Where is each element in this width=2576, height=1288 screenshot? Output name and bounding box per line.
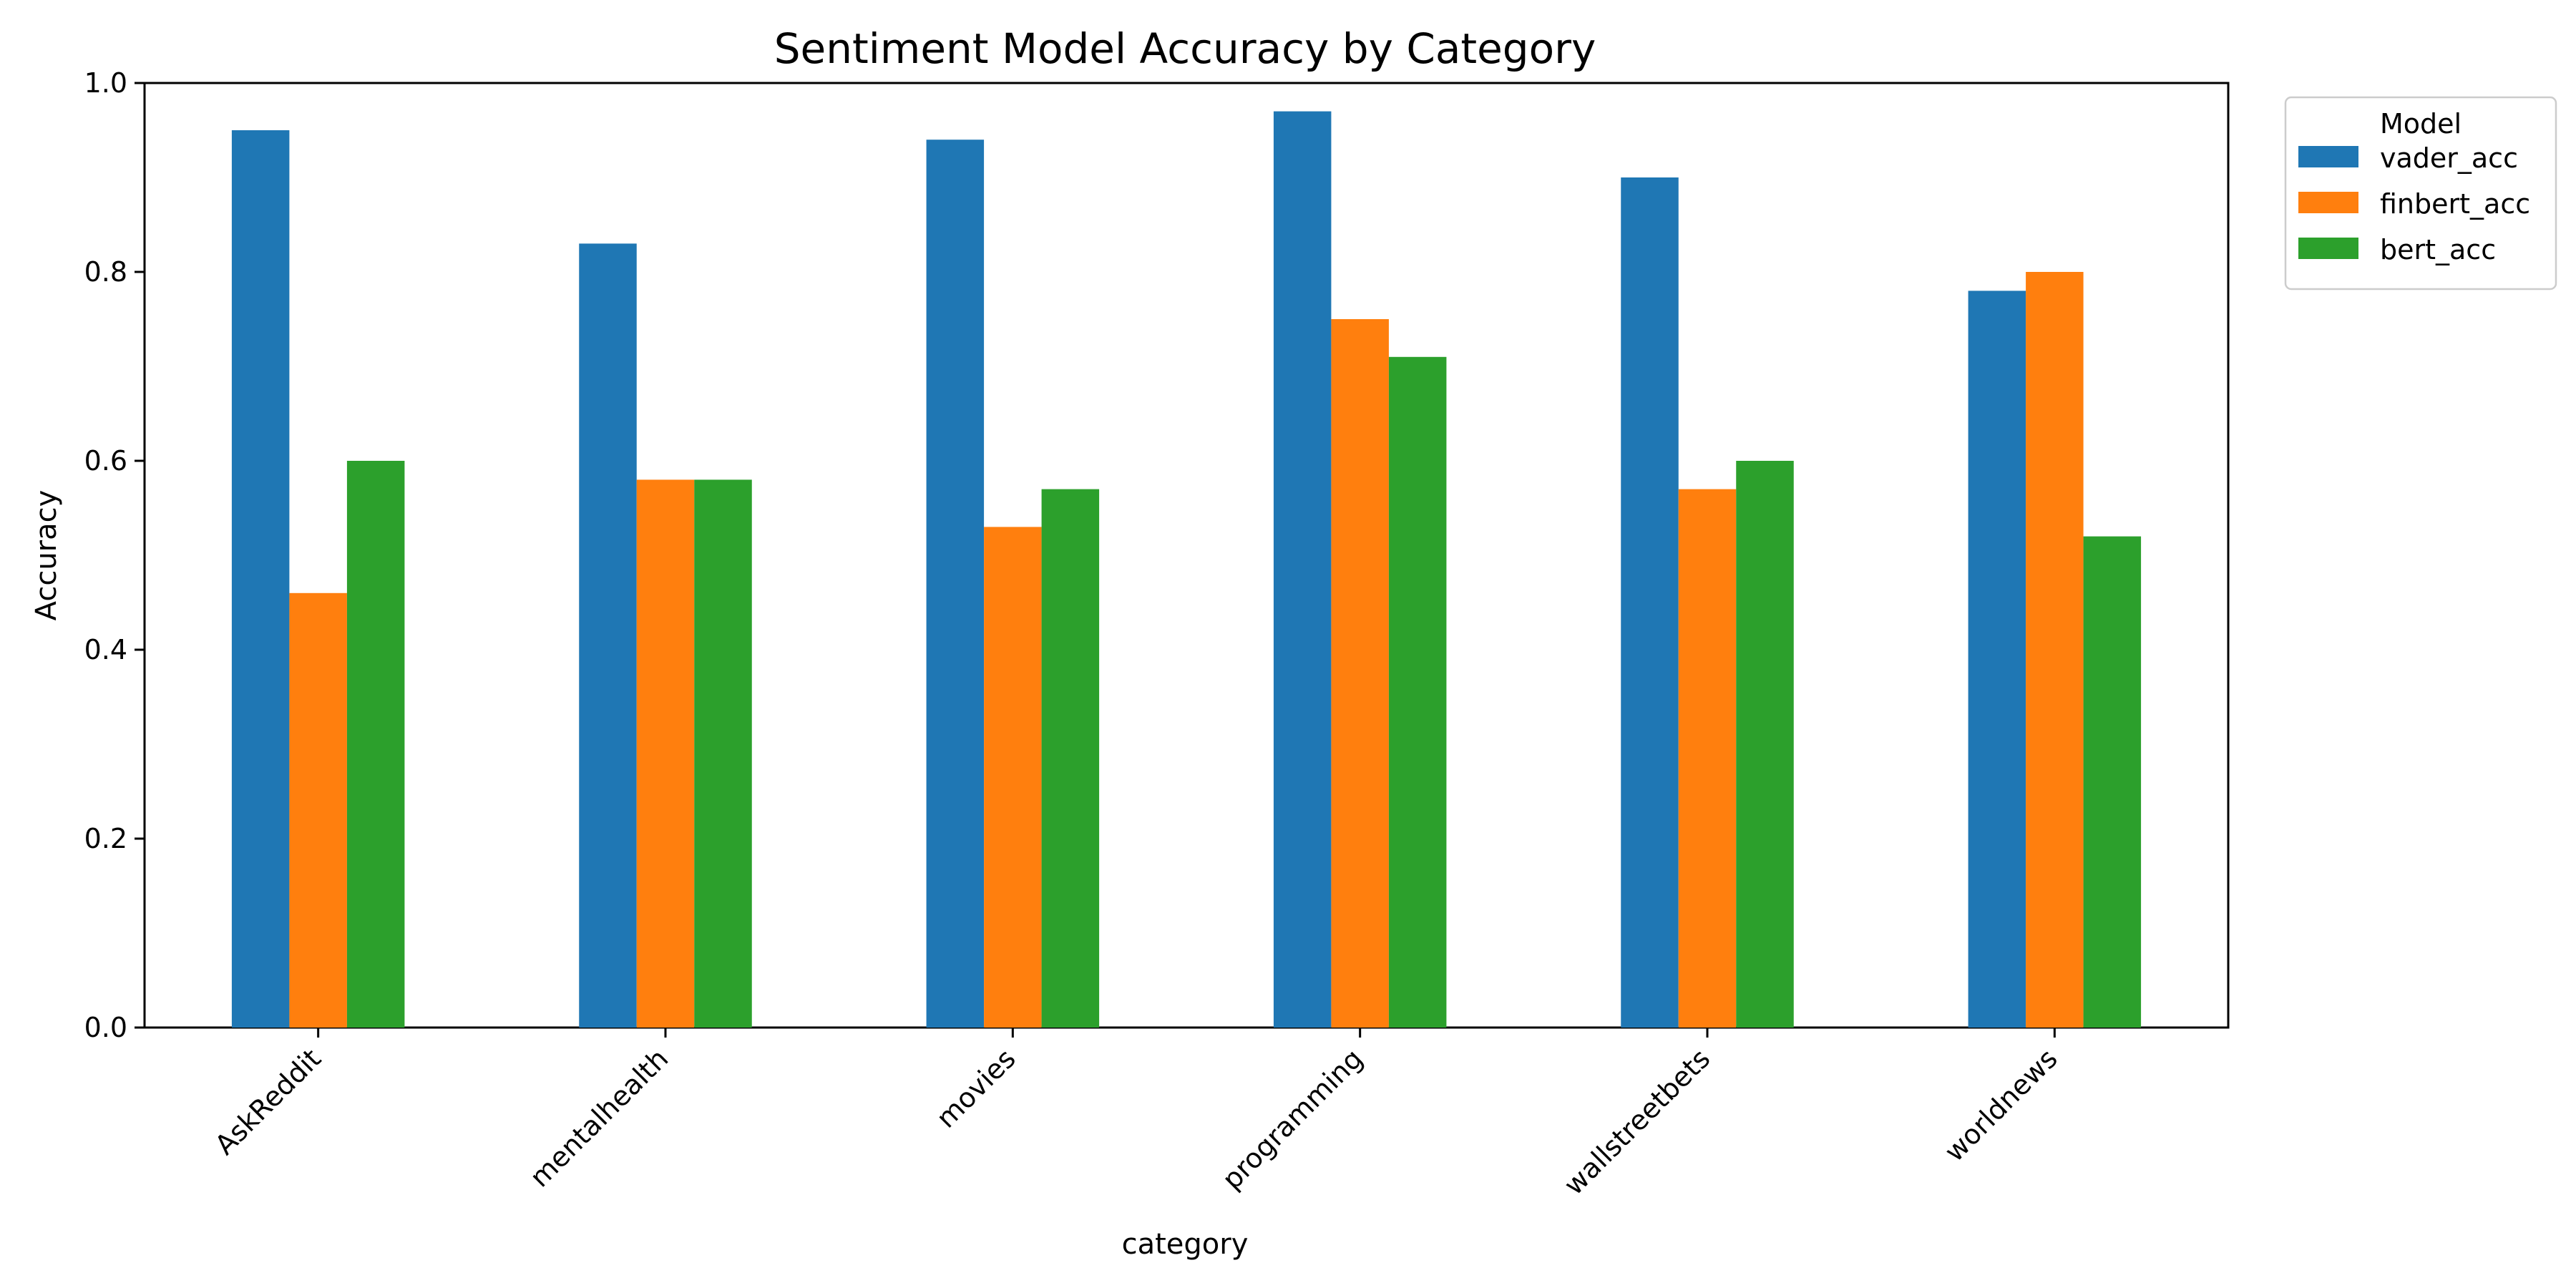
legend-title: Model bbox=[2380, 108, 2462, 140]
y-axis-label: Accuracy bbox=[30, 490, 63, 621]
legend-swatch-vader_acc bbox=[2298, 146, 2358, 167]
legend-swatch-finbert_acc bbox=[2298, 192, 2358, 213]
x-axis-label: category bbox=[1122, 1228, 1249, 1261]
y-tick-label: 0.8 bbox=[84, 256, 127, 288]
bar-bert_acc-AskReddit bbox=[346, 461, 405, 1028]
chart-title: Sentiment Model Accuracy by Category bbox=[774, 24, 1596, 73]
y-tick-label: 0.6 bbox=[84, 445, 127, 477]
y-tick-label: 0.0 bbox=[84, 1012, 127, 1043]
y-tick-label: 0.4 bbox=[84, 634, 127, 665]
legend-swatch-bert_acc bbox=[2298, 238, 2358, 259]
plot-frame bbox=[143, 82, 2230, 1029]
legend-label-vader_acc: vader_acc bbox=[2380, 142, 2518, 174]
x-axis: AskReddit mentalhealth movies programming wa… bbox=[209, 1028, 2064, 1201]
bar-vader_acc-mentalhealth bbox=[579, 243, 637, 1028]
bar-bert_acc-programming bbox=[1388, 356, 1447, 1028]
bar-vader_acc-AskReddit bbox=[231, 130, 290, 1028]
plot-area bbox=[143, 82, 2230, 1029]
bar-bert_acc-wallstreetbets bbox=[1736, 461, 1794, 1028]
x-tick-label: mentalhealth bbox=[524, 1043, 674, 1193]
y-axis: 0.0 0.2 0.4 0.6 0.8 1.0 bbox=[84, 67, 145, 1043]
bar-bert_acc-worldnews bbox=[2083, 536, 2142, 1028]
bars bbox=[231, 111, 2142, 1028]
legend-items: vader_acc finbert_acc bert_acc bbox=[2298, 142, 2530, 265]
legend: Model vader_acc finbert_acc bert_acc bbox=[2284, 96, 2557, 291]
bar-vader_acc-movies bbox=[926, 140, 985, 1028]
bar-bert_acc-movies bbox=[1041, 489, 1100, 1028]
bar-finbert_acc-worldnews bbox=[2026, 272, 2084, 1028]
legend-label-bert_acc: bert_acc bbox=[2380, 234, 2496, 265]
legend-label-finbert_acc: finbert_acc bbox=[2380, 188, 2530, 220]
bar-vader_acc-wallstreetbets bbox=[1621, 177, 1679, 1028]
bar-bert_acc-mentalhealth bbox=[694, 479, 752, 1028]
bar-finbert_acc-programming bbox=[1331, 319, 1389, 1028]
x-tick-label: movies bbox=[930, 1043, 1022, 1134]
bar-finbert_acc-wallstreetbets bbox=[1678, 489, 1737, 1028]
y-tick-label: 0.2 bbox=[84, 823, 127, 854]
x-tick-label: worldnews bbox=[1938, 1043, 2064, 1168]
x-tick-label: AskReddit bbox=[209, 1043, 327, 1161]
y-tick-label: 1.0 bbox=[84, 67, 127, 99]
bar-vader_acc-worldnews bbox=[1968, 291, 2026, 1028]
bar-finbert_acc-AskReddit bbox=[289, 592, 347, 1028]
bar-finbert_acc-movies bbox=[984, 527, 1042, 1028]
bar-vader_acc-programming bbox=[1273, 111, 1332, 1028]
bar-finbert_acc-mentalhealth bbox=[636, 479, 695, 1028]
x-tick-label: wallstreetbets bbox=[1558, 1043, 1716, 1201]
x-tick-label: programming bbox=[1216, 1043, 1369, 1196]
